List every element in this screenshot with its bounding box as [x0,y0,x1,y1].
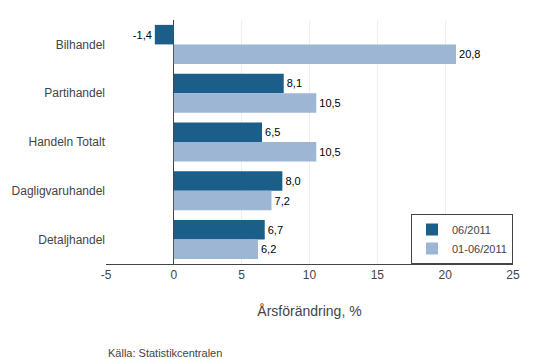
svg-text:-1,4: -1,4 [133,29,152,41]
svg-text:0: 0 [170,268,177,282]
svg-text:10: 10 [303,268,317,282]
svg-text:-5: -5 [101,268,112,282]
svg-text:Bilhandel: Bilhandel [56,38,105,52]
svg-text:8,1: 8,1 [287,77,302,89]
svg-text:06/2011: 06/2011 [452,224,491,236]
svg-text:20,8: 20,8 [459,48,480,60]
svg-text:25: 25 [506,268,520,282]
svg-text:10,5: 10,5 [319,97,340,109]
svg-text:Detaljhandel: Detaljhandel [38,233,105,247]
svg-text:6,7: 6,7 [268,224,283,236]
svg-text:20: 20 [438,268,452,282]
svg-text:7,2: 7,2 [275,195,290,207]
svg-text:10,5: 10,5 [319,146,340,158]
svg-text:8,0: 8,0 [285,175,300,187]
svg-text:01-06/2011: 01-06/2011 [452,243,507,255]
svg-text:Dagligvaruhandel: Dagligvaruhandel [12,184,105,198]
svg-text:Partihandel: Partihandel [44,86,105,100]
svg-text:5: 5 [238,268,245,282]
svg-text:Källa: Statistikcentralen: Källa: Statistikcentralen [108,347,222,359]
svg-text:Handeln Totalt: Handeln Totalt [29,135,106,149]
svg-text:6,5: 6,5 [265,126,280,138]
svg-text:15: 15 [371,268,385,282]
svg-text:Årsförändring, %: Årsförändring, % [257,303,361,319]
svg-text:6,2: 6,2 [261,243,276,255]
